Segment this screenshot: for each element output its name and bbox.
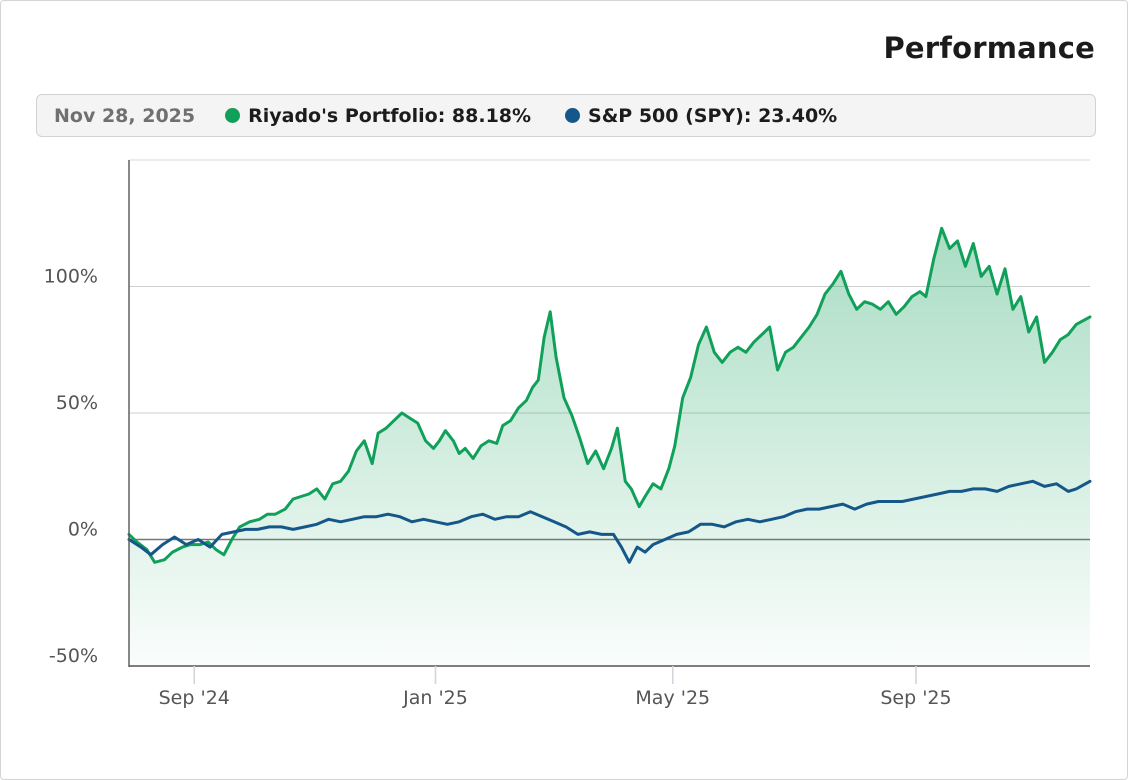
legend-series-value: 88.18% bbox=[451, 104, 532, 127]
legend-series-name: Riyado's Portfolio bbox=[248, 104, 438, 127]
y-tick-label: 0% bbox=[68, 519, 98, 541]
y-tick-label: 50% bbox=[56, 392, 98, 414]
portfolio-line bbox=[127, 226, 1092, 564]
legend-series-name: S&P 500 (SPY) bbox=[588, 104, 744, 127]
tick-labels: 100% 50% 0% -50% Sep '24 Jan '25 May '25 Sep '2… bbox=[44, 266, 952, 710]
spy-dot-icon bbox=[565, 108, 581, 123]
area-fill bbox=[129, 228, 1090, 667]
y-tick-label: -50% bbox=[49, 645, 98, 667]
axes bbox=[128, 160, 1090, 684]
chart-legend: Nov 28, 2025 Riyado's Portfolio: 88.18% … bbox=[36, 94, 1096, 137]
legend-series-value: 23.40% bbox=[758, 104, 838, 127]
portfolio-dot-icon bbox=[225, 108, 241, 123]
portfolio-area bbox=[129, 228, 1090, 667]
y-tick-label: 100% bbox=[44, 266, 98, 288]
series-lines bbox=[127, 226, 1092, 564]
x-tick-label: Sep '25 bbox=[880, 687, 951, 709]
legend-item-spy: S&P 500 (SPY): 23.40% bbox=[565, 105, 837, 127]
x-tick-label: Jan '25 bbox=[402, 687, 468, 709]
x-tick-label: May '25 bbox=[635, 687, 710, 709]
page-title: Performance bbox=[883, 31, 1095, 65]
x-tick-label: Sep '24 bbox=[159, 687, 230, 709]
legend-date: Nov 28, 2025 bbox=[54, 104, 196, 127]
legend-item-portfolio: Riyado's Portfolio: 88.18% bbox=[225, 105, 531, 127]
spy-line bbox=[127, 479, 1092, 564]
